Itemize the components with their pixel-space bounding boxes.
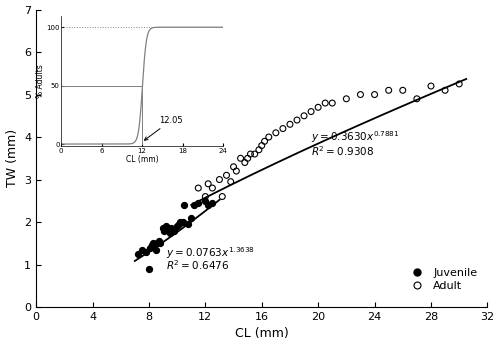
Point xyxy=(356,92,364,97)
Point xyxy=(176,219,184,225)
Point xyxy=(204,202,212,208)
Point xyxy=(441,88,449,93)
Point xyxy=(142,249,150,255)
Point xyxy=(258,143,266,148)
Y-axis label: TW (mm): TW (mm) xyxy=(6,129,18,187)
Point xyxy=(204,181,212,186)
Point xyxy=(293,117,301,123)
Point xyxy=(138,247,146,253)
Point xyxy=(321,100,329,106)
Point xyxy=(246,151,254,157)
Point xyxy=(160,228,168,233)
Point xyxy=(179,219,187,225)
Point xyxy=(413,96,421,102)
Point xyxy=(427,83,435,89)
Point xyxy=(300,113,308,119)
Text: $y = 0.3630x^{0.7881}$: $y = 0.3630x^{0.7881}$ xyxy=(311,129,400,145)
Point xyxy=(399,88,407,93)
Point xyxy=(218,194,226,199)
Point xyxy=(202,198,209,203)
Point xyxy=(164,226,172,231)
Point xyxy=(146,245,154,250)
Point xyxy=(159,226,167,231)
Point xyxy=(236,155,244,161)
Point xyxy=(260,138,268,144)
Point xyxy=(190,202,198,208)
Point xyxy=(265,134,273,140)
Point xyxy=(342,96,350,102)
X-axis label: CL (mm): CL (mm) xyxy=(235,327,288,340)
Point xyxy=(194,185,202,191)
Point xyxy=(314,104,322,110)
Point xyxy=(154,240,162,246)
Point xyxy=(455,81,463,87)
Point xyxy=(222,173,230,178)
Text: $R^2 = 0.6476$: $R^2 = 0.6476$ xyxy=(166,258,229,272)
Point xyxy=(241,160,249,165)
Point xyxy=(152,247,160,253)
Point xyxy=(166,230,174,235)
Point xyxy=(187,215,195,220)
Point xyxy=(286,121,294,127)
Point xyxy=(384,88,392,93)
Point xyxy=(279,126,287,131)
Point xyxy=(173,224,181,229)
Text: $R^2 = 0.9308$: $R^2 = 0.9308$ xyxy=(311,144,374,158)
Point xyxy=(170,228,178,233)
Point xyxy=(162,224,170,229)
Point xyxy=(208,185,216,191)
Point xyxy=(250,151,258,157)
Point xyxy=(180,202,188,208)
Point xyxy=(202,194,209,199)
Point xyxy=(307,109,315,114)
Point xyxy=(194,200,202,206)
Legend: Juvenile, Adult: Juvenile, Adult xyxy=(401,263,482,295)
Point xyxy=(155,238,163,244)
Point xyxy=(328,100,336,106)
Point xyxy=(148,243,156,248)
Text: $y = 0.0763x^{1.3638}$: $y = 0.0763x^{1.3638}$ xyxy=(166,245,255,261)
Point xyxy=(168,226,175,231)
Point xyxy=(174,221,182,227)
Point xyxy=(216,177,224,182)
Point xyxy=(230,164,237,170)
Point xyxy=(208,200,216,206)
Point xyxy=(272,130,280,136)
Point xyxy=(370,92,378,97)
Point xyxy=(156,240,164,246)
Point xyxy=(226,179,234,184)
Point xyxy=(184,221,192,227)
Point xyxy=(255,147,263,153)
Point xyxy=(145,266,153,272)
Point xyxy=(149,240,157,246)
Point xyxy=(134,251,141,257)
Point xyxy=(232,168,240,174)
Point xyxy=(244,155,252,161)
